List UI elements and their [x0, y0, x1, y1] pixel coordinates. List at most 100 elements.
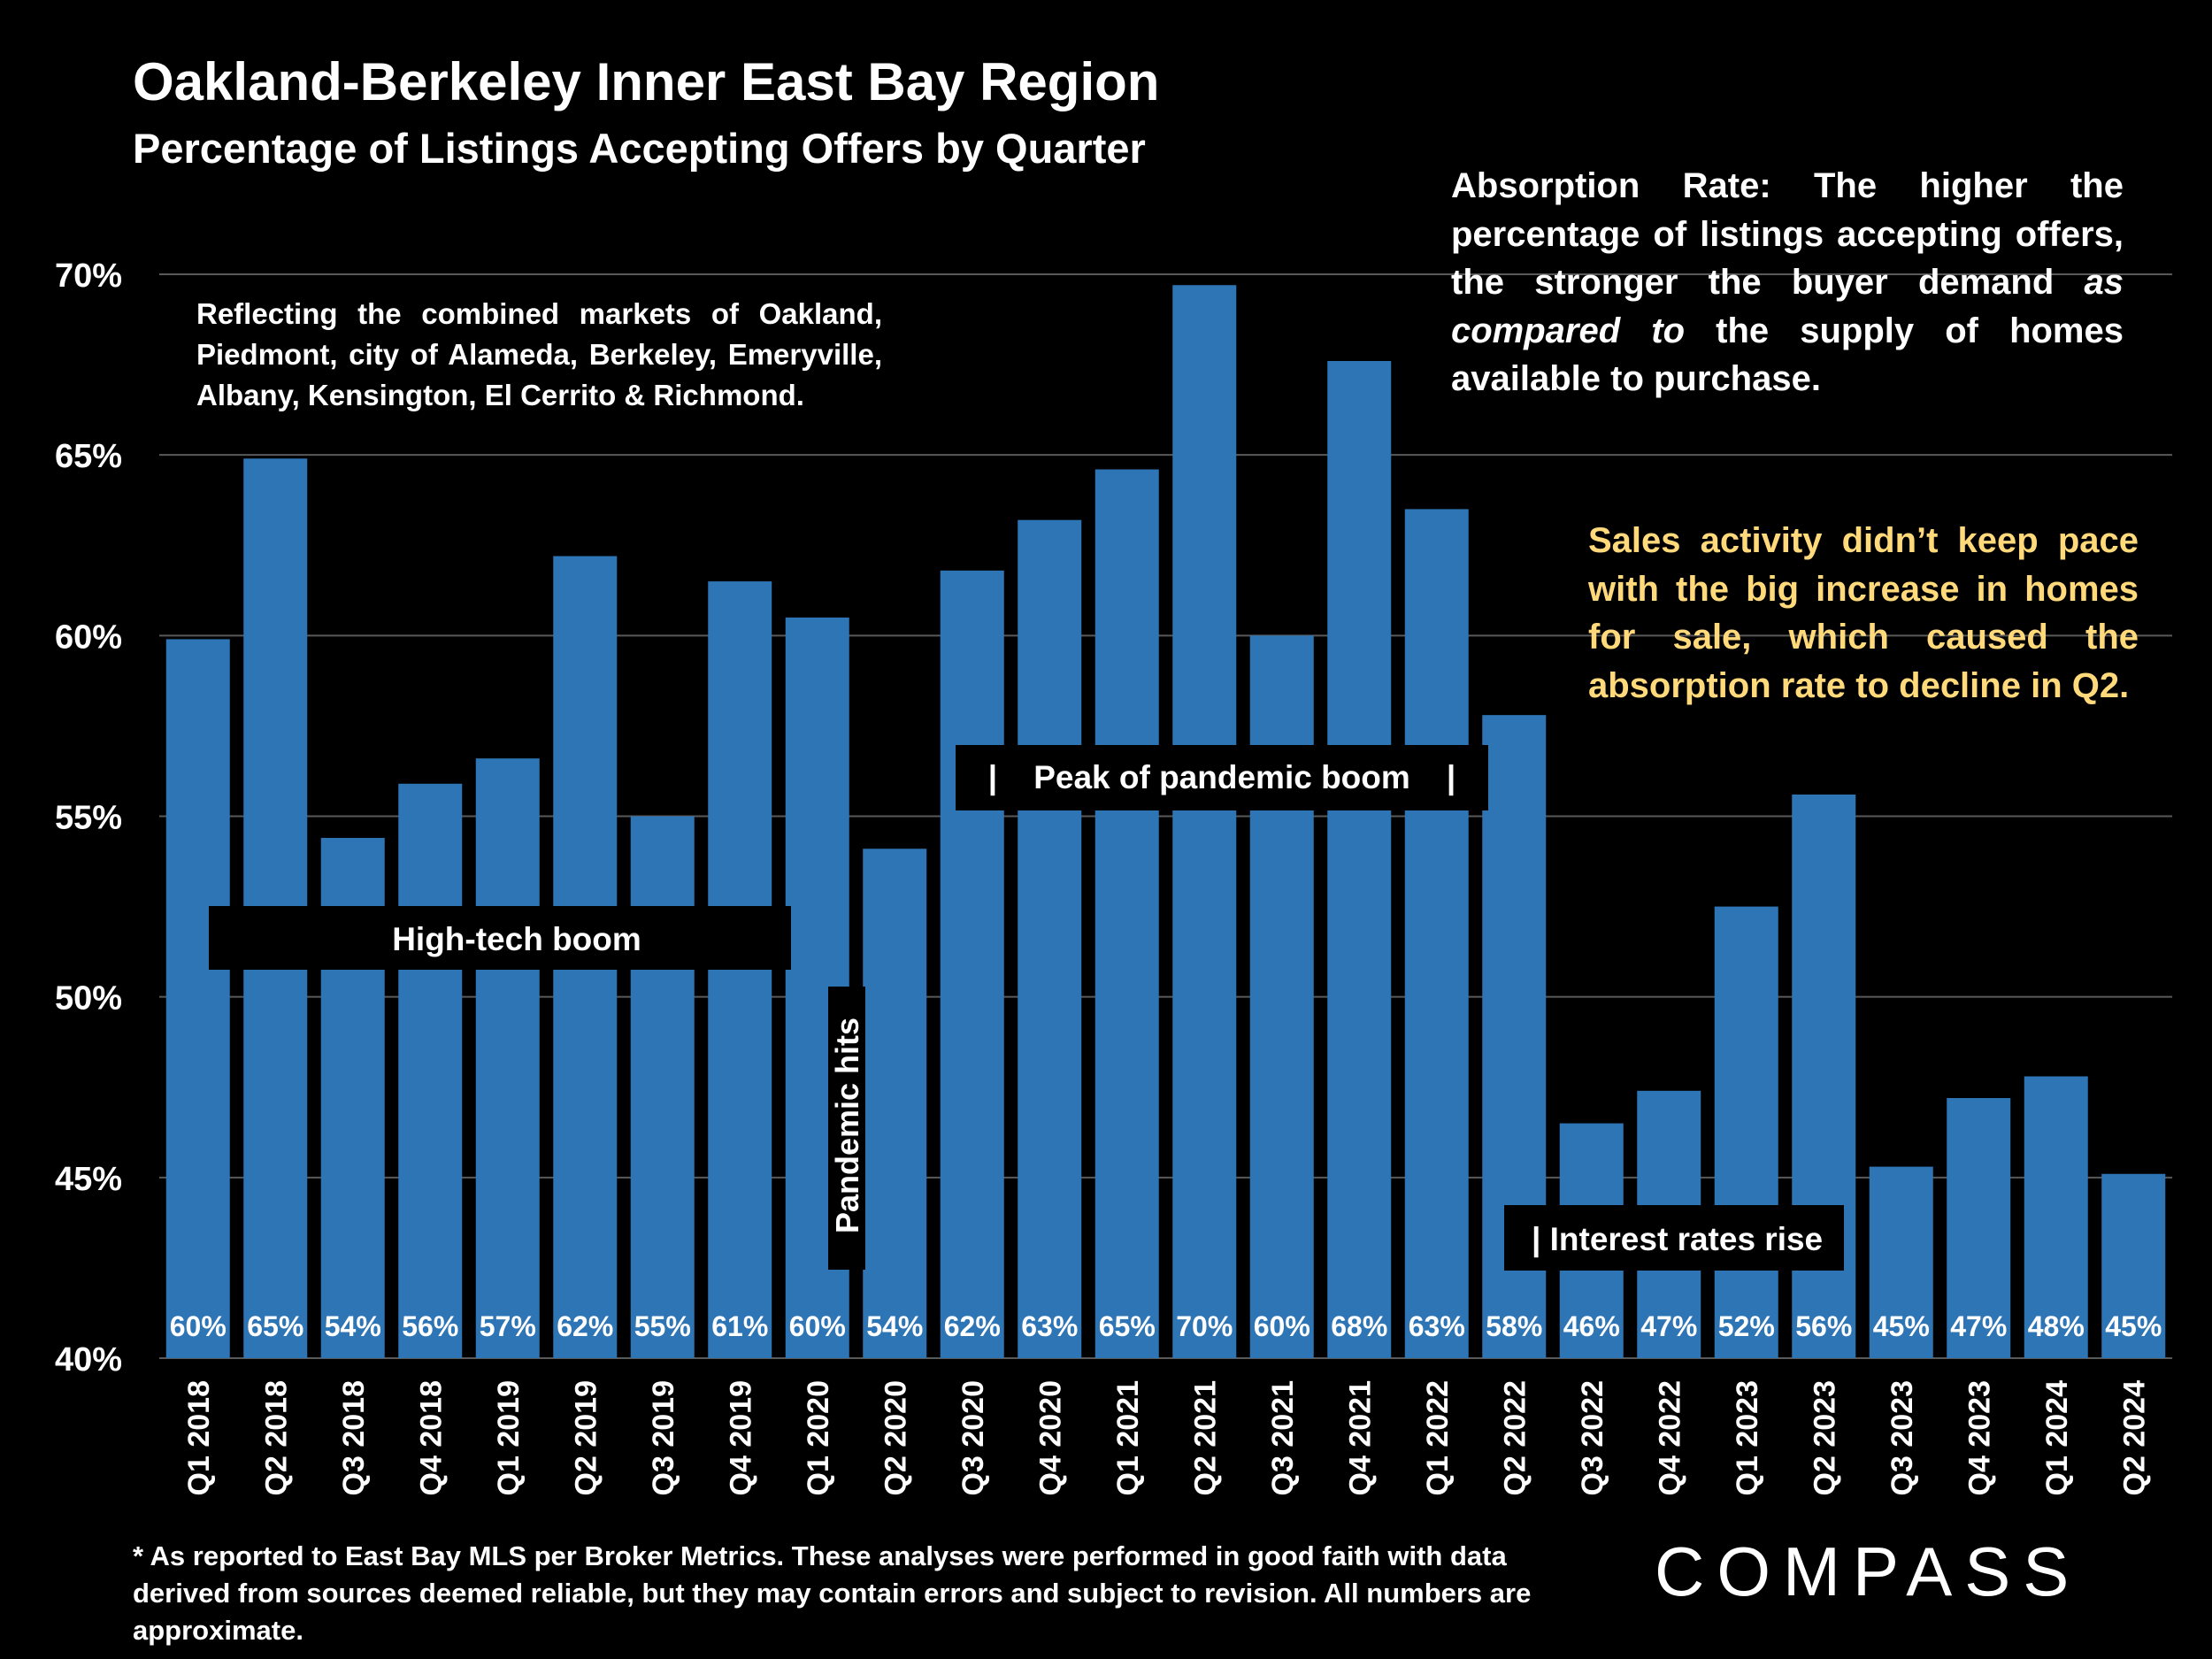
x-tick-label: Q2 2020 — [879, 1380, 912, 1495]
x-tick-label: Q2 2021 — [1188, 1380, 1222, 1495]
bars — [165, 285, 2166, 1358]
data-label: 70% — [1176, 1310, 1233, 1342]
y-tick-label: 50% — [55, 980, 122, 1018]
annotation-high-tech-label: High-tech boom — [392, 921, 641, 957]
x-tick-label: Q1 2024 — [2040, 1380, 2074, 1496]
data-label: 54% — [866, 1310, 923, 1342]
x-tick-label: Q3 2021 — [1266, 1380, 1300, 1495]
note-sales: Sales activity didn’t keep pace with the… — [1588, 521, 2139, 705]
bar-q1-2021 — [1094, 469, 1159, 1358]
footnote: * As reported to East Bay MLS per Broker… — [133, 1540, 1532, 1646]
x-tick-label: Q2 2024 — [2117, 1380, 2151, 1496]
x-tick-label: Q4 2020 — [1033, 1380, 1067, 1495]
annotation-peak-pandemic-label: | Peak of pandemic boom | — [988, 759, 1456, 796]
x-tick-label: Q1 2022 — [1421, 1380, 1455, 1495]
data-label: 62% — [557, 1310, 613, 1342]
x-tick-label: Q1 2021 — [1111, 1380, 1145, 1495]
note-markets: Reflecting the combined markets of Oakla… — [196, 297, 882, 411]
x-axis-ticks: Q1 2018 Q2 2018 Q3 2018 Q4 2018 Q1 2019 Q2 20… — [182, 1380, 2152, 1496]
x-tick-label: Q4 2021 — [1343, 1380, 1377, 1495]
x-tick-label: Q1 2023 — [1731, 1380, 1764, 1495]
data-label: 60% — [789, 1310, 846, 1342]
bar-q4-2019 — [708, 581, 772, 1358]
data-label: 45% — [2105, 1310, 2162, 1342]
data-label: 65% — [1099, 1310, 1156, 1342]
x-tick-label: Q1 2020 — [802, 1380, 835, 1495]
data-label: 56% — [1795, 1310, 1852, 1342]
data-label: 47% — [1640, 1310, 1697, 1342]
x-tick-label: Q3 2022 — [1576, 1380, 1609, 1495]
x-tick-label: Q4 2023 — [1962, 1380, 1996, 1495]
x-tick-label: Q2 2023 — [1808, 1380, 1841, 1495]
y-tick-label: 65% — [55, 438, 122, 475]
bar-q1-2019 — [475, 758, 540, 1358]
x-tick-label: Q2 2019 — [569, 1380, 603, 1495]
data-label: 55% — [634, 1310, 691, 1342]
bar-q1-2024 — [2024, 1076, 2088, 1358]
note-absorption: Absorption Rate: The higher the percenta… — [1451, 162, 2124, 403]
bar-q1-2018 — [165, 639, 230, 1358]
data-label: 45% — [1873, 1310, 1930, 1342]
bar-q4-2020 — [1018, 519, 1082, 1358]
bar-q3-2019 — [630, 816, 695, 1358]
compass-logo: COMPASS — [1655, 1535, 2081, 1606]
y-tick-label: 45% — [55, 1161, 122, 1198]
note-absorption-prefix: Absorption Rate: The higher the percenta… — [1451, 166, 2124, 302]
y-tick-label: 70% — [55, 257, 122, 295]
x-tick-label: Q3 2018 — [337, 1380, 371, 1495]
y-axis-ticks: 40% 45% 50% 55% 60% 65% 70% — [55, 257, 122, 1379]
data-label: 58% — [1486, 1310, 1542, 1342]
page-title: Oakland-Berkeley Inner East Bay Region — [133, 52, 1160, 111]
annotation-interest-rates: | Interest rates rise — [1504, 1205, 1844, 1271]
bar-q4-2021 — [1327, 361, 1392, 1358]
bar-q3-2021 — [1249, 635, 1314, 1358]
bar-q3-2020 — [940, 570, 1004, 1358]
y-tick-label: 40% — [55, 1341, 122, 1379]
x-tick-label: Q4 2019 — [724, 1380, 757, 1495]
bar-q4-2018 — [398, 783, 463, 1358]
annotation-pandemic-hits-label: Pandemic hits — [829, 1018, 865, 1233]
data-label: 63% — [1021, 1310, 1078, 1342]
data-label: 62% — [944, 1310, 1001, 1342]
logo-text: COMPASS — [1655, 1535, 2081, 1606]
x-tick-label: Q4 2018 — [414, 1380, 448, 1495]
x-tick-label: Q3 2023 — [1886, 1380, 1919, 1495]
bar-q2-2021 — [1172, 285, 1237, 1358]
bar-q1-2022 — [1404, 509, 1469, 1358]
x-tick-label: Q3 2019 — [647, 1380, 680, 1495]
data-label: 65% — [247, 1310, 303, 1342]
data-label: 48% — [2028, 1310, 2085, 1342]
data-label: 46% — [1563, 1310, 1620, 1342]
y-tick-label: 55% — [55, 800, 122, 837]
annotation-high-tech: High-tech boom — [209, 906, 791, 970]
bar-q2-2023 — [1792, 795, 1856, 1358]
data-label: 57% — [480, 1310, 536, 1342]
bar-q2-2020 — [863, 849, 927, 1358]
x-tick-label: Q1 2018 — [182, 1380, 216, 1495]
x-tick-label: Q1 2019 — [492, 1380, 526, 1495]
bar-q3-2023 — [1869, 1166, 1933, 1358]
page-subtitle: Percentage of Listings Accepting Offers … — [133, 125, 1146, 172]
annotation-peak-pandemic: | Peak of pandemic boom | — [956, 745, 1488, 810]
note-absorption-italic: as compared to — [1451, 263, 2124, 350]
bar-q4-2023 — [1947, 1098, 2011, 1358]
data-label: 47% — [1950, 1310, 2007, 1342]
data-label: 61% — [711, 1310, 768, 1342]
data-label: 63% — [1409, 1310, 1465, 1342]
x-tick-label: Q3 2020 — [956, 1380, 990, 1495]
data-label: 54% — [325, 1310, 381, 1342]
x-tick-label: Q4 2022 — [1653, 1380, 1686, 1495]
bar-q1-2023 — [1714, 906, 1778, 1358]
x-tick-label: Q2 2018 — [259, 1380, 293, 1495]
bar-q2-2024 — [2101, 1173, 2166, 1358]
annotation-interest-rates-label: | Interest rates rise — [1532, 1221, 1823, 1258]
annotation-pandemic-hits: Pandemic hits — [828, 987, 865, 1270]
data-label: 60% — [1254, 1310, 1310, 1342]
data-label: 52% — [1718, 1310, 1775, 1342]
x-tick-label: Q2 2022 — [1498, 1380, 1532, 1495]
y-tick-label: 60% — [55, 618, 122, 656]
data-label: 60% — [170, 1310, 227, 1342]
data-labels: 60% 65% 54% 56% 57% 62% 55% 61% 60% 54% 62% 63% 65% 7… — [170, 1310, 2162, 1342]
data-label: 68% — [1331, 1310, 1387, 1342]
